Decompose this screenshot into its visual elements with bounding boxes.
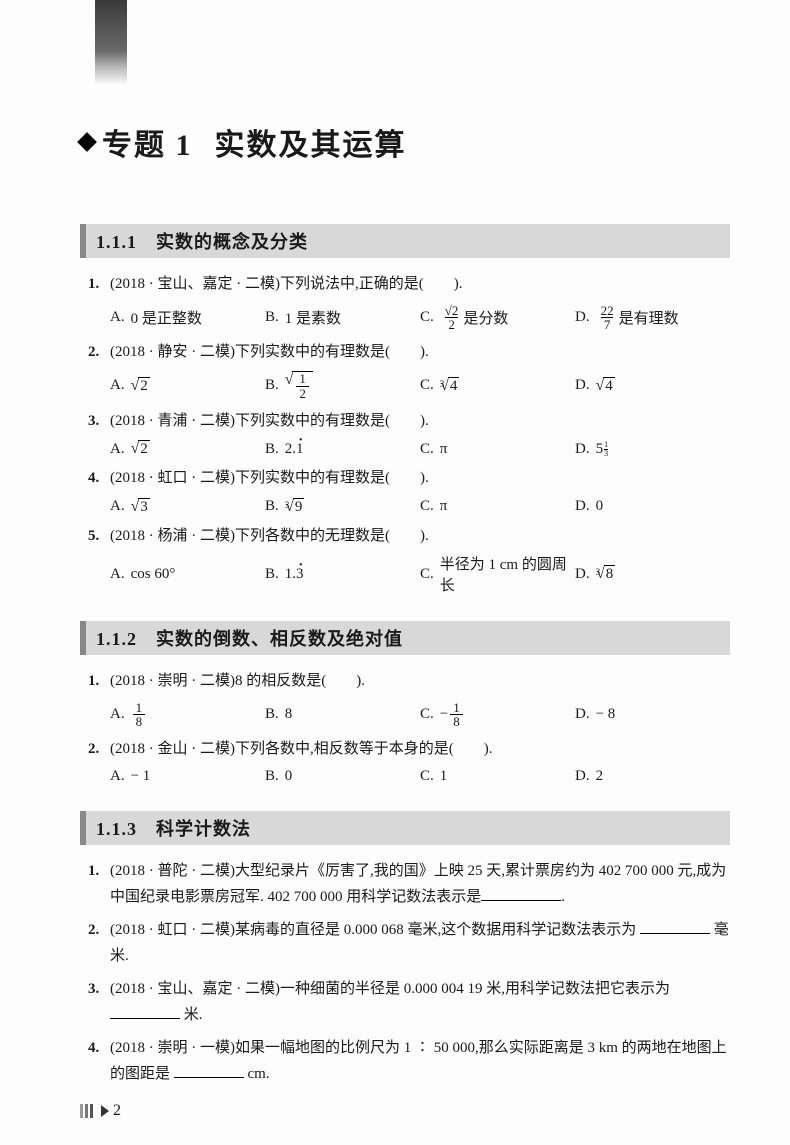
options: A.3 B.39 C.π D.0 <box>110 498 730 516</box>
options: A.2 B.2.1 C.π D.513 <box>110 440 730 458</box>
question: 4. (2018 · 崇明 · 一模)如果一幅地图的比例尺为 1 ∶ 50 00… <box>88 1036 730 1087</box>
options: A.cos 60° B.1.3 C.半径为 1 cm 的圆周长 D.38 <box>110 553 730 595</box>
chapter-number: 专题 1 <box>102 120 193 164</box>
page-footer: 2 <box>80 1102 121 1120</box>
question: 1. (2018 · 宝山、嘉定 · 二模)下列说法中,正确的是( ). <box>88 272 730 298</box>
options: A.0 是正整数 B.1 是素数 C.√22 是分数 D.227 是有理数 <box>110 304 730 332</box>
question: 3. (2018 · 宝山、嘉定 · 二模)一种细菌的半径是 0.000 004… <box>88 977 730 1028</box>
section-header: 1.1.1 实数的概念及分类 <box>80 224 730 258</box>
options: A.2 B.12 C.34 D.4 <box>110 371 730 400</box>
options: A.18 B.8 C.− 18 D.− 8 <box>110 701 730 729</box>
section-header: 1.1.2 实数的倒数、相反数及绝对值 <box>80 621 730 655</box>
question: 4. (2018 · 虹口 · 二模)下列实数中的有理数是( ). <box>88 466 730 492</box>
question: 2. (2018 · 虹口 · 二模)某病毒的直径是 0.000 068 毫米,… <box>88 918 730 969</box>
chapter-title: 专题 1 实数及其运算 <box>80 120 730 164</box>
chapter-name: 实数及其运算 <box>215 120 407 164</box>
question: 5. (2018 · 杨浦 · 二模)下列各数中的无理数是( ). <box>88 524 730 550</box>
options: A.− 1 B.0 C.1 D.2 <box>110 768 730 785</box>
blank <box>110 1004 180 1019</box>
page-number: 2 <box>113 1102 121 1120</box>
blank <box>640 919 710 934</box>
page-content: 专题 1 实数及其运算 1.1.1 实数的概念及分类 1. (2018 · 宝山… <box>0 0 790 1111</box>
question: 1. (2018 · 普陀 · 二模)大型纪录片《厉害了,我的国》上映 25 天… <box>88 859 730 910</box>
question: 3. (2018 · 青浦 · 二模)下列实数中的有理数是( ). <box>88 409 730 435</box>
blank <box>174 1063 244 1078</box>
blank <box>481 886 561 901</box>
question: 1. (2018 · 崇明 · 二模)8 的相反数是( ). <box>88 669 730 695</box>
triangle-icon <box>101 1105 109 1117</box>
question: 2. (2018 · 静安 · 二模)下列实数中的有理数是( ). <box>88 340 730 366</box>
question-number: 1. <box>88 272 110 298</box>
question: 2. (2018 · 金山 · 二模)下列各数中,相反数等于本身的是( ). <box>88 737 730 763</box>
diamond-icon <box>77 132 97 152</box>
section-header: 1.1.3 科学计数法 <box>80 811 730 845</box>
footer-bars-icon <box>80 1104 93 1118</box>
